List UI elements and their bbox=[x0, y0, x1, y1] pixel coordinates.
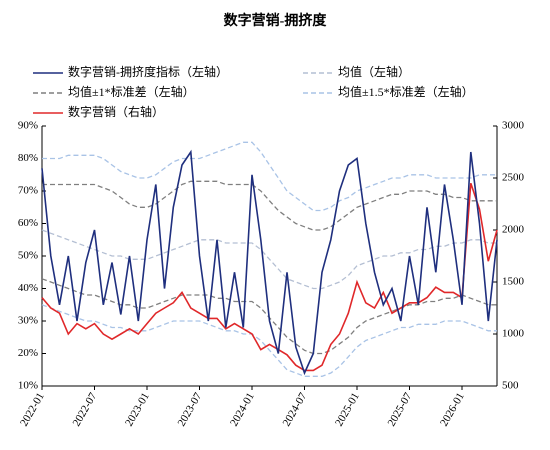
legend-label: 均值±1.5*标准差（左轴） bbox=[338, 84, 474, 99]
x-tick-label: 2022-07 bbox=[71, 390, 100, 428]
y-tick-label: 30% bbox=[18, 315, 38, 327]
y2-tick-label: 1500 bbox=[502, 276, 525, 288]
y2-tick-label: 500 bbox=[502, 380, 519, 392]
x-tick-label: 2025-07 bbox=[386, 390, 415, 428]
legend-label: 均值±1*标准差（左轴） bbox=[68, 84, 195, 99]
legend-label: 数字营销（右轴） bbox=[68, 104, 164, 119]
x-tick-label: 2025-01 bbox=[333, 391, 362, 429]
y-tick-label: 90% bbox=[18, 120, 38, 132]
series-line bbox=[42, 180, 497, 231]
x-tick-label: 2022-01 bbox=[18, 391, 47, 429]
chart-title: 数字营销-拥挤度 bbox=[224, 12, 328, 29]
y-tick-label: 70% bbox=[18, 185, 38, 197]
series-line bbox=[41, 149, 498, 376]
y-tick-label: 50% bbox=[18, 250, 38, 262]
x-tick-label: 2024-01 bbox=[228, 391, 257, 429]
x-tick-label: 2026-01 bbox=[438, 391, 467, 429]
x-tick-label: 2023-07 bbox=[176, 390, 205, 428]
series-line bbox=[41, 304, 497, 377]
series-line bbox=[42, 141, 497, 212]
y-tick-label: 20% bbox=[18, 347, 38, 359]
y2-tick-label: 2000 bbox=[502, 224, 525, 236]
series-line bbox=[41, 182, 498, 372]
y-tick-label: 60% bbox=[18, 217, 38, 229]
y2-tick-label: 1000 bbox=[502, 328, 525, 340]
legend-label: 均值（左轴） bbox=[338, 64, 410, 79]
x-tick-label: 2024-07 bbox=[281, 390, 310, 428]
y2-tick-label: 2500 bbox=[502, 172, 525, 184]
series-line bbox=[41, 229, 497, 290]
y-tick-label: 10% bbox=[18, 380, 38, 392]
x-tick-label: 2023-01 bbox=[123, 391, 152, 429]
legend-label: 数字营销-拥挤度指标（左轴） bbox=[68, 64, 228, 79]
y2-tick-label: 3000 bbox=[502, 120, 525, 132]
y-tick-label: 40% bbox=[18, 282, 38, 294]
y-tick-label: 80% bbox=[18, 152, 38, 164]
